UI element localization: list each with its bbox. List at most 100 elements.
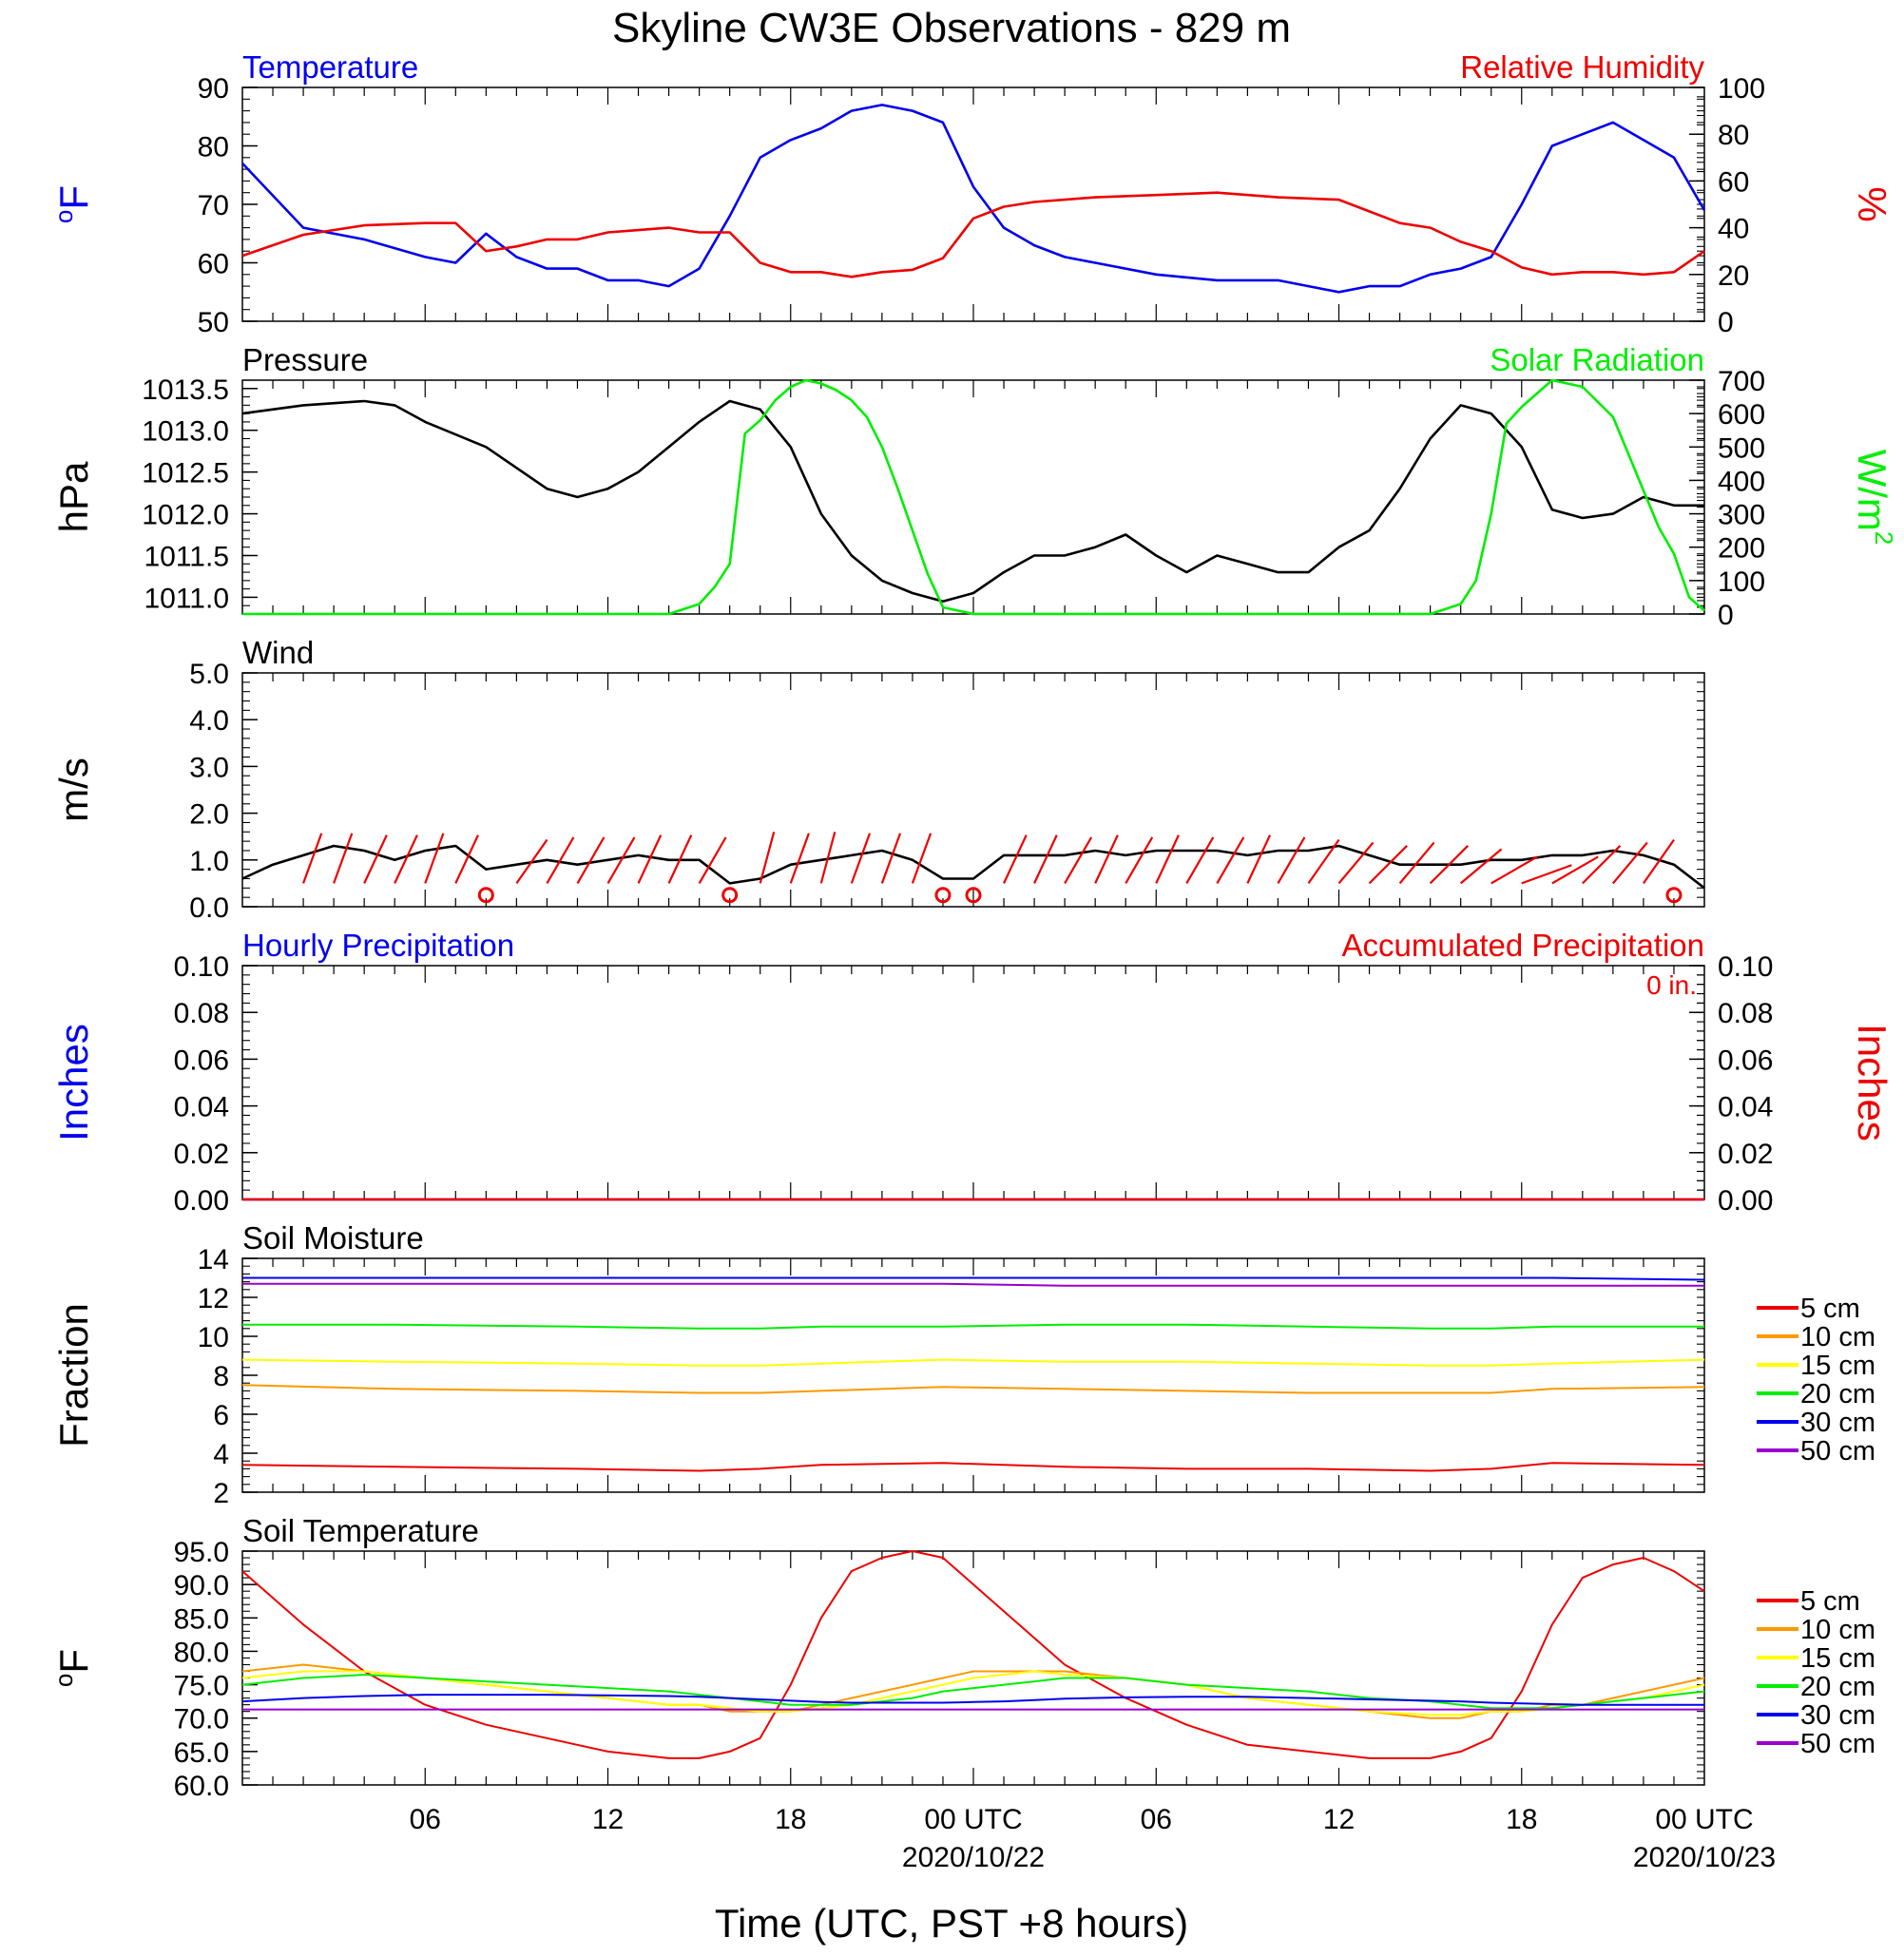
y-right-tick-label: 600 [1718,399,1765,431]
panel-4: 0.00 0.02 0.04 0.06 0.08 0.10 0.00 0.02 0.04 0.06… [51,928,1894,1217]
panel-2: 1011.0 1011.5 1012.0 1012.5 1013.0 1013.5 0100… [51,342,1898,631]
y-left-tick-label: 0.08 [174,998,229,1029]
series-50-cm [242,1282,1704,1287]
wind-barb [1459,848,1503,885]
y-right-tick-label: 500 [1718,432,1765,464]
wind-barb [789,833,810,884]
legend-label: 15 cm [1800,1351,1875,1381]
degree-f: F [51,1649,96,1674]
legend-label: 5 cm [1800,1294,1860,1324]
wind-barb [424,833,445,884]
wind-barb [698,836,727,884]
x-tick-label: 12 [1323,1804,1355,1835]
legend-label: 30 cm [1800,1408,1875,1438]
x-tick-label: 06 [1141,1804,1172,1835]
panel-frame [241,1550,1705,1786]
y-right-tick-label: 0.06 [1718,1045,1773,1076]
y-left-tick-label: 0.04 [174,1092,229,1123]
legend-label: 10 cm [1800,1615,1875,1645]
y-right-tick-label: 0.08 [1718,998,1773,1029]
series-5-cm [241,1550,1705,1759]
legend-label: 20 cm [1800,1672,1875,1702]
y-left-tick-label: 1.0 [189,846,229,877]
y-left-tick-label: 0.0 [189,892,229,924]
wind-barb [911,833,933,884]
series-15-cm [241,1670,1705,1716]
degree-f: F [51,185,96,210]
y-left-tick-label: 1013.0 [142,416,229,448]
y-right-tick-label: 100 [1718,566,1765,598]
series-20-cm [242,1323,1704,1330]
series-5-cm [241,1462,1705,1472]
wind-barb [1643,838,1675,885]
calm-wind-marker [1665,887,1683,904]
panel-left-title: Pressure [242,342,368,377]
x-tick-label: 00 UTC [924,1804,1022,1835]
panel-6: 60.065.070.075.080.085.090.095.0 Soil Tem… [49,1513,1875,1802]
wind-barb [880,833,902,884]
panel-left-title: Soil Moisture [242,1220,424,1256]
degree-o: o [49,1674,78,1687]
series-30-cm [242,1276,1705,1281]
y-right-tick-label: 20 [1718,260,1749,292]
series-relative-humidity [241,191,1705,278]
wind-barb [515,838,548,885]
y-left-tick-label: 0.02 [174,1139,229,1170]
wind-barb [1246,834,1272,884]
panel-frame [241,379,1705,615]
y-left-tick-label: 0.00 [174,1185,229,1217]
wind-barb [1216,836,1245,884]
calm-wind-marker [965,887,982,904]
wind-barb [1064,836,1093,884]
wind-barb [819,832,837,884]
x-axis: 06 12 18 00 UTC 06 12 18 00 UTC 2020/10/22 2020/1… [410,1804,1777,1873]
wind-barb [1185,836,1215,884]
panel-frame [241,1257,1705,1493]
x-date-label: 2020/10/22 [902,1842,1045,1873]
wind-barb [1612,841,1648,885]
x-axis-label: Time (UTC, PST +8 hours) [715,1901,1188,1946]
wind-barb [1521,864,1572,885]
y-left-tick-label: 50 [198,307,229,338]
panel-3: 0.0 1.0 2.0 3.0 4.0 5.0 Wind m/s [51,635,1705,924]
y-right-tick-label: 0 [1718,600,1734,631]
y-left-tick-label: 90 [198,73,229,105]
y-left-label: Fraction [51,1303,96,1448]
wind-barb [1398,841,1435,885]
y-left-tick-label: 80 [198,132,229,163]
y-left-tick-label: 2.0 [189,799,229,831]
x-tick-label: 12 [592,1804,624,1835]
panel-left-title: Hourly Precipitation [242,928,514,963]
wind-barb [1307,838,1340,885]
y-left-tick-label: 5.0 [189,659,229,690]
y-right-tick-label: 80 [1718,120,1749,151]
y-left-label: Inches [51,1024,96,1141]
y-left-tick-label: 60 [198,249,229,280]
y-right-label: W/m2 [1850,450,1898,546]
legend-label: 30 cm [1800,1700,1875,1731]
y-left-tick-label: 0.10 [174,951,229,983]
y-left-tick-label: 1012.5 [142,458,229,489]
calm-wind-marker [934,887,952,904]
legend-label: 10 cm [1800,1322,1875,1352]
x-tick-label: 18 [775,1804,806,1835]
y-left-tick-label: 4.0 [189,705,229,737]
y-left-tick-label: 80.0 [174,1637,229,1668]
y-left-tick-label: 12 [198,1283,229,1314]
wind-barb [1277,836,1306,884]
y-left-tick-label: 2 [213,1478,229,1509]
panel-left-title: Soil Temperature [242,1513,479,1548]
wind-barb [1003,834,1028,884]
series-temperature [241,104,1706,294]
panel-1: 50 60 70 80 90 0 20 40 60 80 100 Temperature Relativ… [49,49,1894,338]
y-right-tick-label: 300 [1718,500,1765,531]
panel-left-title: Temperature [242,49,418,85]
calm-wind-marker [477,887,494,904]
y-right-tick-label: 40 [1718,214,1749,245]
wind-barb [667,834,693,884]
wind-barb [1368,845,1408,885]
wind-barb [1125,836,1154,884]
wind-barb [1551,855,1599,885]
panel-right-title: Solar Radiation [1490,342,1704,377]
y-left-tick-label: 95.0 [174,1537,229,1568]
